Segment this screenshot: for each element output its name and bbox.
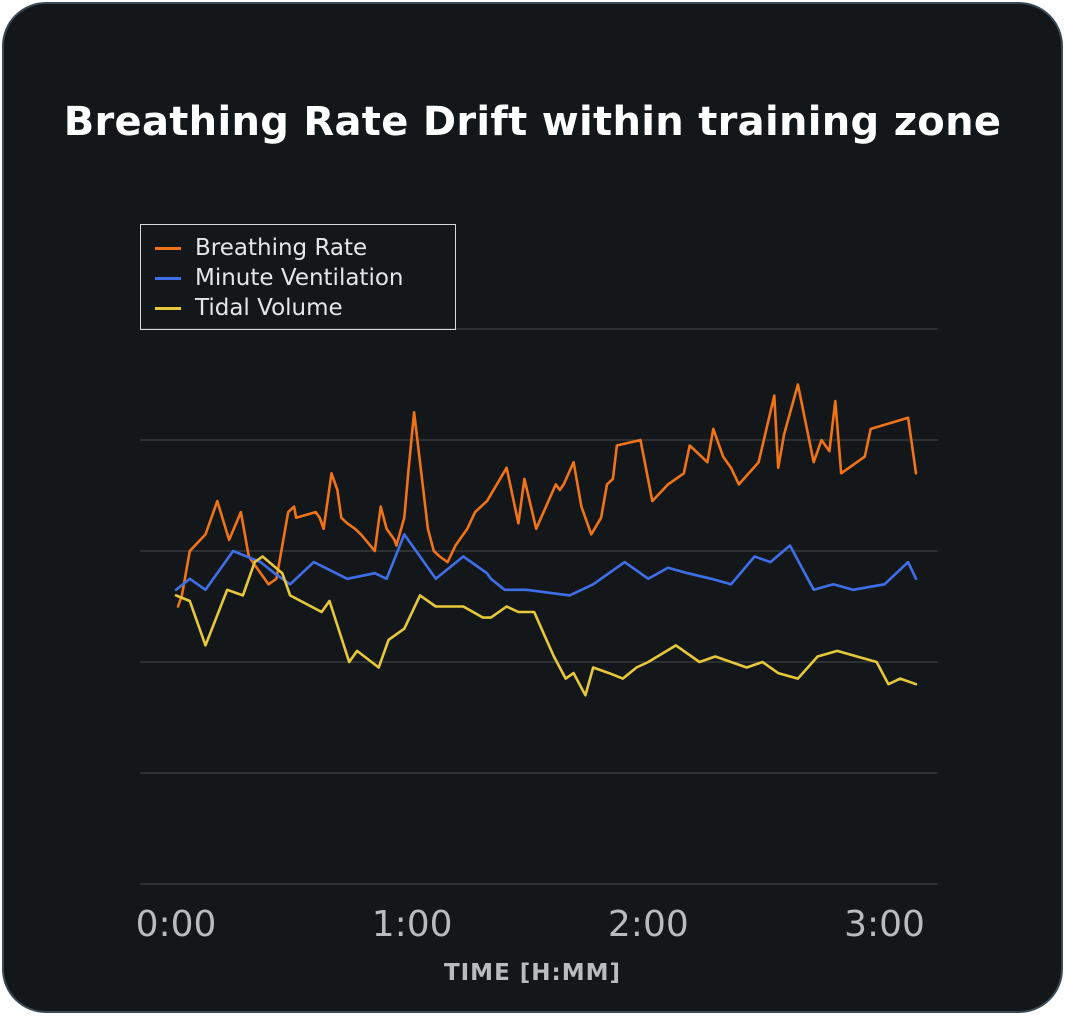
legend-item: Tidal Volume [141, 293, 455, 323]
series-line-breathing-rate [176, 383, 918, 608]
legend-label: Breathing Rate [195, 235, 368, 261]
legend-item: Minute Ventilation [141, 263, 455, 293]
chart-legend: Breathing Rate Minute Ventilation Tidal Vo… [140, 224, 456, 330]
legend-label: Tidal Volume [195, 295, 343, 321]
x-tick-label: 0:00 [136, 904, 217, 945]
series-line-tidal-volume [174, 555, 918, 697]
legend-swatch [155, 276, 181, 280]
x-tick-label: 2:00 [608, 904, 689, 945]
x-tick-label: 1:00 [372, 904, 453, 945]
legend-label: Minute Ventilation [195, 265, 404, 291]
legend-swatch [155, 306, 181, 310]
legend-swatch [155, 246, 181, 250]
chart-title: Breathing Rate Drift within training zon… [63, 99, 1002, 145]
x-axis-label: TIME [H:MM] [443, 960, 622, 986]
plot-area: 0:00 1:00 2:00 3:00 [136, 328, 938, 945]
x-tick-label: 3:00 [844, 904, 925, 945]
legend-item: Breathing Rate [141, 233, 455, 263]
